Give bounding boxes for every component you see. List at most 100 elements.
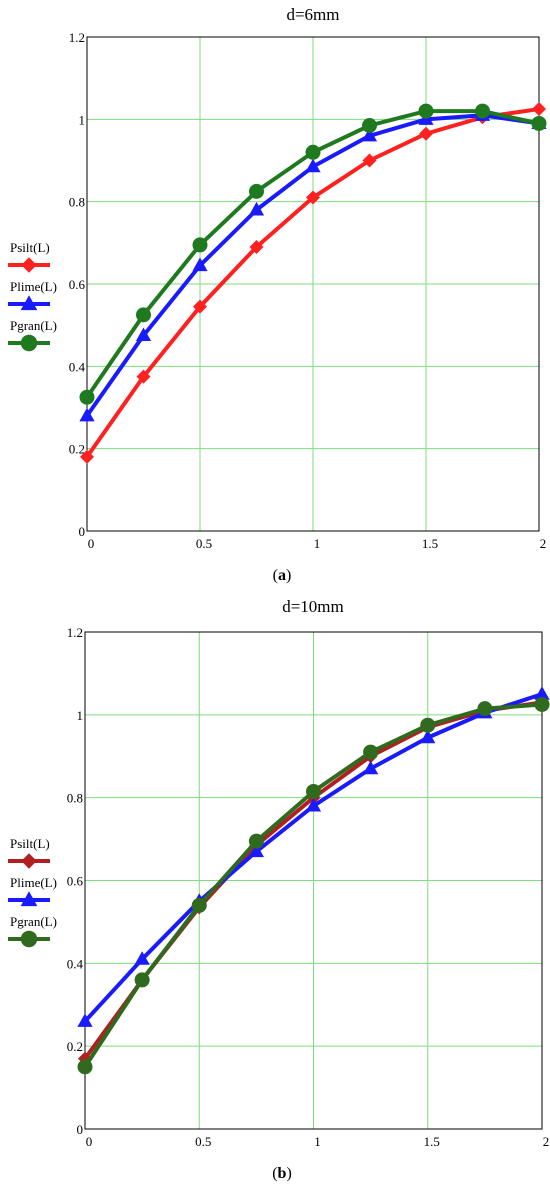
chart-a-legend-item: Pgran(L) <box>8 318 57 352</box>
chart-b-caption: (b) <box>272 1165 292 1182</box>
chart-b-data-point <box>77 1013 93 1027</box>
chart-a-data-point <box>531 115 547 131</box>
chart-b-series <box>77 686 550 1075</box>
chart-a-legend-marker <box>21 257 37 273</box>
chart-a-legend-marker <box>20 295 38 311</box>
chart-a-data-point <box>419 126 433 141</box>
chart-a-data-point <box>249 183 264 199</box>
chart-b-data-point <box>363 744 379 760</box>
chart-b-legend-marker <box>20 891 38 907</box>
chart-a-data-point <box>192 237 208 253</box>
chart-a-data-point <box>135 327 152 342</box>
chart-a-legend-item: Psilt(L) <box>8 240 50 273</box>
chart-a-data-point <box>249 239 264 254</box>
chart-a-plot-frame <box>86 36 540 532</box>
chart-b-legend-item: Pgran(L) <box>8 914 57 948</box>
chart-b-ytick-label: 0 <box>77 1122 84 1137</box>
chart-b-legend-marker <box>20 930 38 948</box>
chart-a-data-point <box>306 190 320 205</box>
chart-a-ytick-label: 0.4 <box>69 359 86 374</box>
chart-b-data-point <box>306 783 321 799</box>
chart-b-data-point <box>420 717 436 733</box>
chart-a-xtick-label: 0.5 <box>196 536 212 551</box>
chart-a-data-point <box>192 257 208 272</box>
chart-b-ytick-label: 0.4 <box>67 956 84 971</box>
chart-b-ytick-label: 0.6 <box>67 874 84 889</box>
chart-a-data-point <box>80 449 94 464</box>
chart-a: d=6mm 0 0.5 1 1.5 2 0 0.2 0.4 0.6 0.8 1 1.2 Psilt(L… <box>8 5 547 584</box>
chart-b-legend-label: Plime(L) <box>10 875 57 890</box>
chart-b-title: d=10mm <box>282 597 344 616</box>
chart-a-data-point <box>475 103 490 119</box>
chart-a-data-point <box>248 201 265 216</box>
chart-a-xtick-label: 1 <box>314 536 321 551</box>
chart-b-data-point <box>191 897 207 913</box>
chart-a-ytick-label: 0 <box>79 524 86 539</box>
chart-b-legend-item: Plime(L) <box>8 875 57 907</box>
chart-a-data-point <box>361 127 378 142</box>
chart-a-xtick-label: 2 <box>540 536 547 551</box>
chart-b-ytick-label: 0.2 <box>67 1039 83 1054</box>
chart-b-legend-item: Psilt(L) <box>8 836 50 869</box>
chart-b-legend-label: Psilt(L) <box>10 836 50 851</box>
chart-b-ytick-label: 1 <box>77 708 84 723</box>
chart-a-data-point <box>305 158 321 173</box>
chart-a-series-2 <box>79 103 547 405</box>
chart-a-caption: (a) <box>273 567 292 584</box>
chart-b-legend-label: Pgran(L) <box>10 914 57 929</box>
chart-b-data-point <box>248 843 264 858</box>
chart-a-legend-label: Pgran(L) <box>10 318 57 333</box>
chart-b-plot-frame <box>84 631 543 1130</box>
chart-b-ticks: 0 0.5 1 1.5 2 0 0.2 0.4 0.6 0.8 1 1.2 <box>67 625 550 1149</box>
chart-a-xtick-label: 0 <box>88 536 95 551</box>
chart-b-data-point <box>420 729 436 744</box>
chart-a-ytick-label: 0.6 <box>69 277 86 292</box>
chart-a-ytick-label: 1 <box>79 112 86 127</box>
chart-a-title: d=6mm <box>286 5 339 24</box>
chart-b-ytick-label: 0.8 <box>67 791 83 806</box>
chart-b-data-point <box>134 951 150 965</box>
chart-b-xtick-label: 0.5 <box>195 1134 211 1149</box>
chart-b-data-point <box>534 696 550 712</box>
chart-a-data-point <box>532 102 546 117</box>
chart-b-ytick-label: 1.2 <box>67 625 83 640</box>
chart-b-xtick-label: 1.5 <box>424 1134 440 1149</box>
chart-a-data-point <box>79 407 95 422</box>
chart-a-xtick-label: 1.5 <box>422 536 438 551</box>
chart-b-data-point <box>363 760 379 775</box>
chart-a-data-point <box>305 144 321 160</box>
chart-a-legend-marker <box>20 334 38 352</box>
chart-b-xtick-label: 1 <box>314 1134 321 1149</box>
chart-a-legend: Psilt(L) Plime(L) Pgran(L) <box>8 240 57 352</box>
chart-b-legend-marker <box>21 853 37 869</box>
chart-b-data-point <box>534 686 550 700</box>
chart-a-legend-label: Psilt(L) <box>10 240 50 255</box>
chart-b-xtick-label: 0 <box>86 1134 93 1149</box>
chart-a-data-point <box>362 153 377 168</box>
chart-a-legend-label: Plime(L) <box>10 279 57 294</box>
chart-b-data-point <box>477 701 493 717</box>
chart-b-data-point <box>305 797 322 812</box>
chart-a-ticks: 0 0.5 1 1.5 2 0 0.2 0.4 0.6 0.8 1 1.2 <box>69 30 547 551</box>
chart-a-ytick-label: 0.8 <box>69 195 85 210</box>
chart-b-grid <box>85 632 542 1129</box>
chart-a-legend-item: Plime(L) <box>8 279 57 311</box>
chart-a-caption-letter: a <box>278 567 286 584</box>
chart-b-series-2 <box>77 696 550 1075</box>
chart-a-data-point <box>193 299 207 314</box>
chart-b-caption-letter: b <box>278 1165 287 1182</box>
chart-b: d=10mm 0 0.5 1 1.5 2 0 0.2 0.4 0.6 0.8 1 1.2 Psilt(… <box>8 597 550 1182</box>
chart-a-data-point <box>136 369 151 384</box>
chart-b-data-point <box>248 833 264 849</box>
chart-b-data-point <box>77 1059 93 1075</box>
chart-b-series-1 <box>77 686 550 1027</box>
chart-a-ytick-label: 0.2 <box>69 442 85 457</box>
chart-a-data-point <box>362 118 377 134</box>
chart-a-data-point <box>418 103 434 119</box>
chart-b-xtick-label: 2 <box>543 1134 550 1149</box>
chart-a-series <box>79 102 547 464</box>
chart-a-data-point <box>79 389 95 405</box>
chart-a-data-point <box>136 307 151 323</box>
chart-b-legend: Psilt(L) Plime(L) Pgran(L) <box>8 836 57 948</box>
